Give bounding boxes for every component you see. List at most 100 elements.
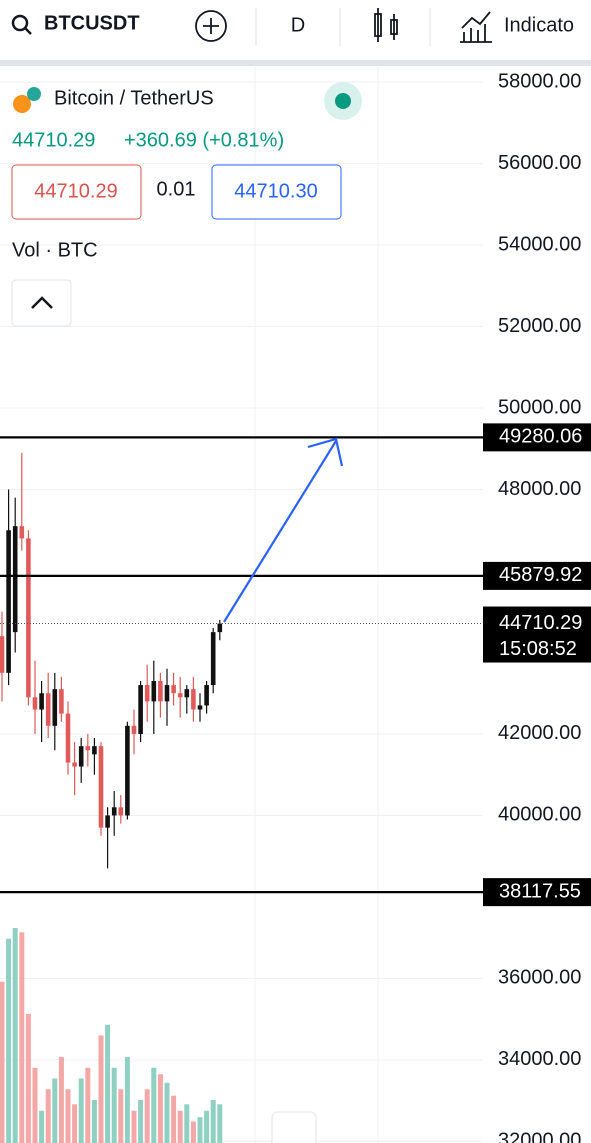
- legend-change: +360.69 (+0.81%): [124, 129, 284, 151]
- volume-bar: [19, 932, 25, 1143]
- y-tick-label: 42000.00: [498, 722, 581, 744]
- y-tick-label: 40000.00: [498, 804, 581, 826]
- candle-body: [131, 725, 137, 734]
- y-tick-label: 34000.00: [498, 1048, 581, 1070]
- candle-body: [65, 713, 71, 763]
- volume-bar: [105, 1024, 111, 1143]
- volume-bar: [131, 1110, 137, 1143]
- candle-body: [111, 807, 117, 816]
- level-tag: [483, 561, 591, 590]
- candle-body: [105, 815, 110, 828]
- candle-body: [59, 689, 64, 714]
- symbol[interactable]: BTCUSDT: [44, 12, 140, 34]
- volume-bar: [52, 1078, 58, 1143]
- candle-body: [45, 693, 51, 726]
- candle-body: [125, 725, 130, 816]
- reset-button[interactable]: [271, 1111, 317, 1143]
- level-label: 49280.06: [499, 426, 582, 448]
- arrow-head: [307, 437, 344, 467]
- last-price-label: 44710.29: [499, 612, 582, 634]
- interval[interactable]: D: [291, 14, 305, 36]
- separator: [0, 60, 591, 66]
- volume-bar: [217, 1104, 223, 1143]
- y-tick-label: 36000.00: [498, 967, 581, 989]
- indicators-icon[interactable]: [460, 11, 492, 43]
- candle-body: [26, 538, 31, 698]
- y-tick-label: 50000.00: [498, 396, 581, 418]
- legend-title: Bitcoin / TetherUS: [54, 87, 214, 109]
- candle-body: [138, 685, 143, 734]
- legend-price: 44710.29: [12, 129, 95, 151]
- volume-bar: [65, 1089, 71, 1143]
- candle-body: [12, 526, 18, 633]
- btc-icon: [13, 95, 31, 113]
- volume-bar: [204, 1110, 210, 1143]
- candle-body: [39, 693, 44, 710]
- volume-bar: [111, 1067, 117, 1143]
- candle-body: [118, 807, 124, 816]
- volume-bar: [78, 1078, 84, 1143]
- candle-body: [151, 681, 157, 702]
- ask[interactable]: 44710.30: [234, 180, 317, 202]
- annotation: [223, 437, 344, 623]
- candle-body: [164, 685, 170, 702]
- candle-body: [98, 746, 104, 828]
- spread: 0.01: [157, 178, 196, 200]
- candle-body: [0, 636, 5, 673]
- volume-bar: [157, 1074, 163, 1143]
- volume-bar: [151, 1067, 157, 1143]
- volume-bar: [25, 1014, 31, 1143]
- volume-bar: [197, 1117, 203, 1143]
- collapse-button[interactable]: [11, 279, 72, 327]
- chevron: [31, 296, 53, 309]
- volume-bar: [124, 1057, 130, 1143]
- candle-body: [217, 623, 223, 633]
- grid: [0, 66, 483, 1143]
- volume-bar: [85, 1067, 91, 1143]
- y-tick-label: 56000.00: [498, 152, 581, 174]
- search-icon: [24, 27, 32, 35]
- countdown: 15:08:52: [499, 638, 577, 660]
- toolbar: [0, 0, 591, 60]
- volume-bar: [0, 981, 5, 1143]
- last-price-tag: [483, 606, 591, 663]
- level-label: 38117.55: [499, 880, 581, 902]
- volume-bar: [39, 1110, 45, 1143]
- level-tag: [483, 423, 591, 452]
- candle-body: [171, 685, 176, 694]
- candle-icon[interactable]: [374, 8, 398, 42]
- add-button[interactable]: [195, 10, 227, 42]
- volume-bar: [171, 1095, 177, 1143]
- candle-body: [197, 705, 203, 710]
- candle-body: [191, 689, 196, 710]
- status-dot: [335, 93, 351, 109]
- bid[interactable]: 44710.29: [34, 180, 117, 202]
- volume-bar: [45, 1089, 51, 1143]
- volume-bar: [6, 938, 12, 1143]
- candle-body: [72, 762, 77, 767]
- candle-body: [158, 681, 163, 702]
- volume-bar: [98, 1035, 104, 1143]
- sell-button[interactable]: [11, 164, 142, 220]
- trend-arrow: [223, 440, 337, 623]
- volume-bar: [32, 1067, 38, 1143]
- buy-button[interactable]: [211, 164, 342, 220]
- candle-body: [92, 746, 97, 755]
- candle-body: [6, 530, 11, 673]
- plus: [203, 18, 219, 34]
- candle-body: [19, 526, 25, 539]
- candle-body: [204, 685, 209, 706]
- volume-bar: [91, 1100, 97, 1143]
- y-tick-label: 58000.00: [498, 70, 581, 92]
- y-tick-label: 48000.00: [498, 478, 581, 500]
- volume-bar: [138, 1100, 144, 1143]
- candle-body: [177, 693, 183, 698]
- volume-bar: [210, 1100, 216, 1143]
- search-icon[interactable]: [11, 14, 29, 32]
- volume-bar: [12, 928, 18, 1143]
- candle-body: [78, 746, 84, 767]
- candle-body: [32, 697, 38, 710]
- indicators[interactable]: Indicato: [504, 14, 574, 36]
- y-tick-label: 54000.00: [498, 233, 581, 255]
